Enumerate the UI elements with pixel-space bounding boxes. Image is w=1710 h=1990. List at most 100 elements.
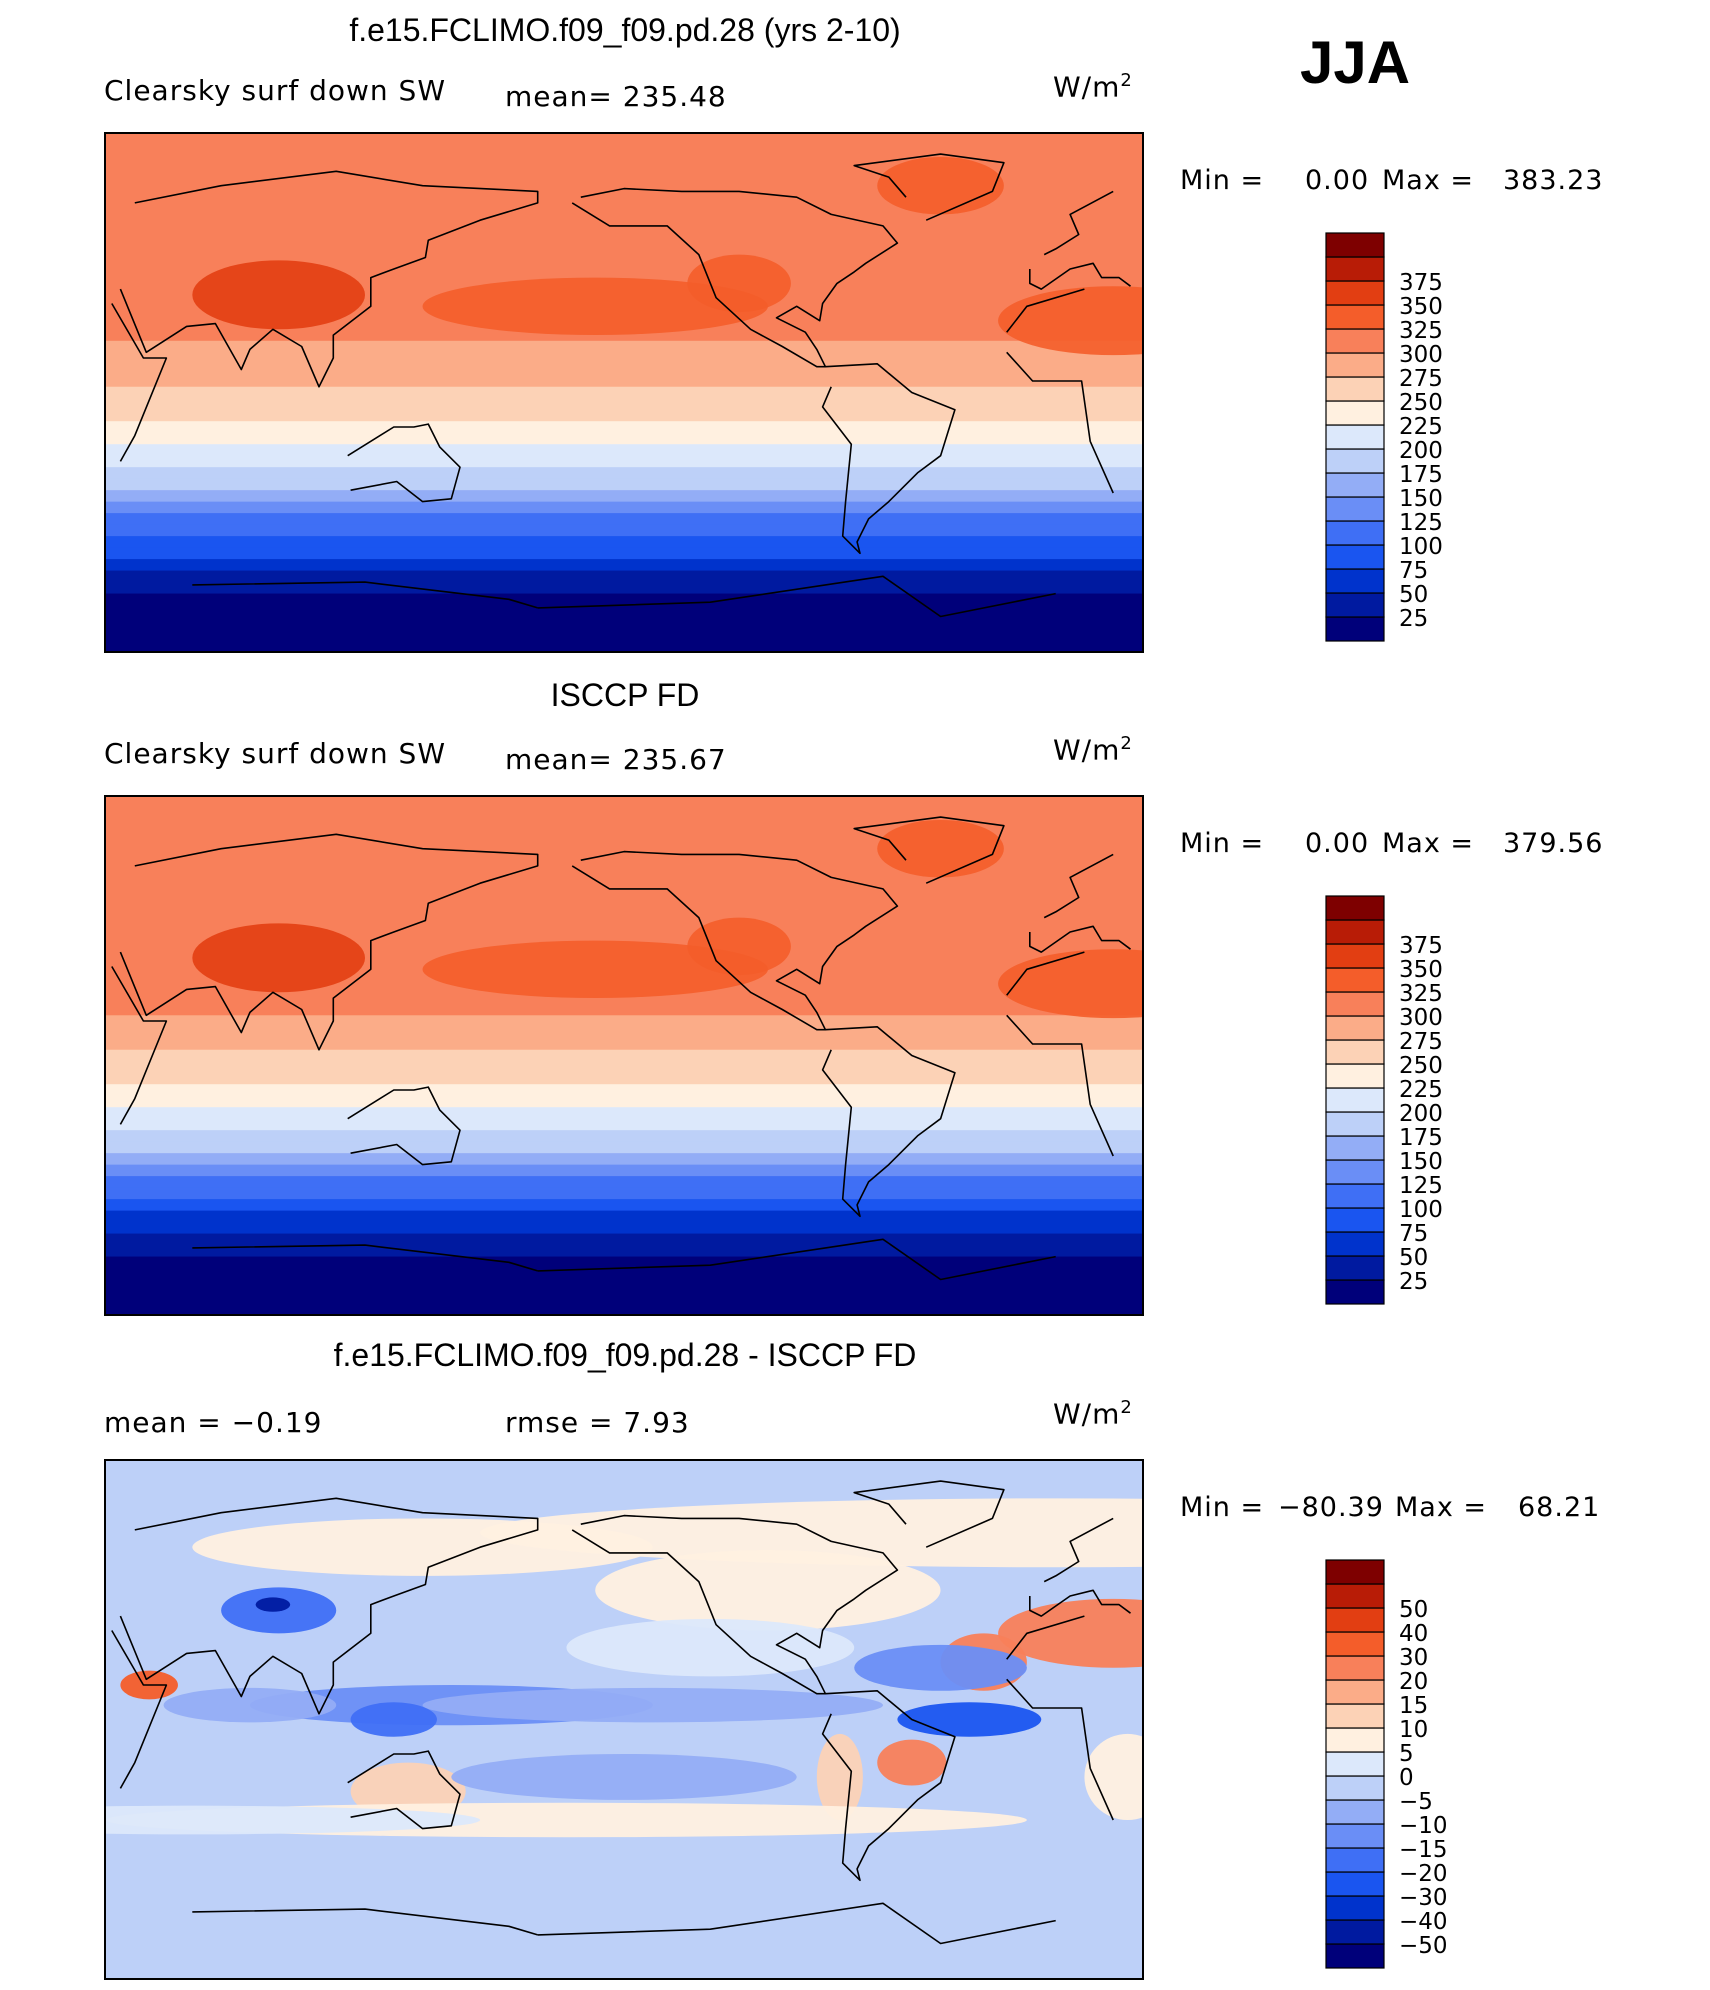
heatmap-band bbox=[106, 409, 1142, 422]
colorbar-tick-label: 20 bbox=[1399, 1669, 1428, 1695]
colorbar-tick-label: 250 bbox=[1399, 390, 1443, 416]
heatmap-band bbox=[106, 582, 1142, 595]
coastline bbox=[1043, 1517, 1114, 1583]
heatmap-blob bbox=[422, 277, 768, 336]
heatmap-blob bbox=[192, 260, 365, 330]
difference-patch bbox=[595, 1550, 941, 1631]
heatmap-band bbox=[106, 797, 1142, 810]
colorbar-tick-label: 375 bbox=[1399, 933, 1443, 959]
difference-patch bbox=[422, 1687, 883, 1723]
colorbar-tick-label: 125 bbox=[1399, 510, 1443, 536]
coastline bbox=[821, 1026, 956, 1218]
heatmap-band bbox=[106, 1268, 1142, 1281]
colorbar-tick-label: −5 bbox=[1399, 1789, 1433, 1815]
coastline bbox=[192, 1908, 538, 1936]
colorbar-tick-label: −20 bbox=[1399, 1861, 1448, 1887]
colorbar-tick-label: 275 bbox=[1399, 1029, 1443, 1055]
heatmap-band bbox=[106, 1164, 1142, 1177]
heatmap-band bbox=[106, 1061, 1142, 1074]
coastline bbox=[1028, 925, 1131, 953]
colorbar-box bbox=[1325, 352, 1385, 378]
panel-3-max-label: Max = bbox=[1395, 1492, 1488, 1523]
panel-1-colorbar: 25 50 75 100 125 150 175 200 225 250 275 300 325 350 3… bbox=[1325, 232, 1505, 645]
heatmap-band bbox=[106, 1084, 1142, 1097]
panel-3-colorbar: −50 −40 −30 −20 −15 −10 −5 0 5 10 15 20 30 40 50 bbox=[1325, 1559, 1505, 1972]
colorbar-box bbox=[1325, 1607, 1385, 1633]
heatmap-band bbox=[106, 1187, 1142, 1200]
colorbar-box bbox=[1325, 1583, 1385, 1609]
colorbar-tick-label: 275 bbox=[1399, 366, 1443, 392]
colorbar-box bbox=[1325, 328, 1385, 354]
colorbar-tick-label: 225 bbox=[1399, 1077, 1443, 1103]
difference-patch bbox=[1084, 1733, 1142, 1821]
coastline bbox=[1006, 1615, 1085, 1660]
coastline bbox=[347, 1750, 461, 1830]
heatmap-band bbox=[106, 1210, 1142, 1223]
difference-patch bbox=[854, 1644, 1027, 1691]
colorbar-box bbox=[1325, 448, 1385, 474]
colorbar-box bbox=[1325, 1207, 1385, 1233]
colorbar-box bbox=[1325, 1135, 1385, 1161]
heatmap-band bbox=[106, 1291, 1142, 1304]
panel-3-max-value: 68.21 bbox=[1518, 1492, 1601, 1523]
heatmap-band bbox=[106, 605, 1142, 618]
panel-3-map-svg bbox=[106, 1461, 1142, 1978]
colorbar-tick-label: 50 bbox=[1399, 582, 1428, 608]
heatmap-band bbox=[106, 559, 1142, 572]
difference-patch bbox=[816, 1733, 863, 1821]
colorbar-box bbox=[1325, 1159, 1385, 1185]
colorbar-box bbox=[1325, 400, 1385, 426]
coastline bbox=[111, 1630, 168, 1789]
coastline bbox=[119, 170, 539, 388]
heatmap-band bbox=[106, 1049, 1142, 1062]
difference-patch bbox=[350, 1702, 437, 1737]
colorbar-box bbox=[1325, 1631, 1385, 1657]
colorbar-box bbox=[1325, 943, 1385, 969]
heatmap-band bbox=[106, 478, 1142, 491]
heatmap-band bbox=[106, 248, 1142, 261]
heatmap-band bbox=[106, 808, 1142, 821]
colorbar-tick-label: 30 bbox=[1399, 1645, 1428, 1671]
heatmap-band bbox=[106, 490, 1142, 503]
coastline bbox=[537, 1238, 1056, 1281]
heatmap-band bbox=[106, 237, 1142, 250]
panel-1-map-svg bbox=[106, 134, 1142, 651]
coastline bbox=[853, 153, 1005, 221]
heatmap-band bbox=[106, 911, 1142, 924]
heatmap-band bbox=[106, 877, 1142, 890]
colorbar-box bbox=[1325, 1087, 1385, 1113]
heatmap-band bbox=[106, 156, 1142, 170]
panel-1-units: W/m2 bbox=[1053, 70, 1133, 104]
colorbar-tick-label: 150 bbox=[1399, 486, 1443, 512]
colorbar-box bbox=[1325, 1111, 1385, 1137]
heatmap-band bbox=[106, 593, 1142, 606]
heatmap-band bbox=[106, 1015, 1142, 1028]
heatmap-band bbox=[106, 1176, 1142, 1189]
coastline bbox=[1043, 190, 1114, 256]
panel-2-map bbox=[104, 795, 1144, 1316]
colorbar-tick-label: 0 bbox=[1399, 1765, 1414, 1791]
difference-patch bbox=[897, 1702, 1042, 1737]
colorbar-box bbox=[1325, 991, 1385, 1017]
heatmap-band bbox=[106, 536, 1142, 549]
colorbar-tick-label: 125 bbox=[1399, 1173, 1443, 1199]
colorbar-box bbox=[1325, 592, 1385, 618]
coastline bbox=[119, 833, 539, 1051]
colorbar-tick-label: 325 bbox=[1399, 318, 1443, 344]
heatmap-band bbox=[106, 444, 1142, 457]
colorbar-box bbox=[1325, 1255, 1385, 1281]
colorbar-tick-label: 250 bbox=[1399, 1053, 1443, 1079]
colorbar-box bbox=[1325, 1943, 1385, 1969]
colorbar-box bbox=[1325, 1751, 1385, 1777]
coastline bbox=[1006, 351, 1114, 494]
heatmap-band bbox=[106, 134, 1142, 147]
heatmap-band bbox=[106, 934, 1142, 947]
heatmap-band bbox=[106, 352, 1142, 365]
colorbar-box bbox=[1325, 1895, 1385, 1921]
coastline bbox=[1006, 1014, 1114, 1157]
panel-2-variable-label: Clearsky surf down SW bbox=[104, 737, 447, 770]
heatmap-band bbox=[106, 271, 1142, 284]
heatmap-band bbox=[106, 1256, 1142, 1269]
colorbar-box bbox=[1325, 1847, 1385, 1873]
colorbar-box bbox=[1325, 568, 1385, 594]
